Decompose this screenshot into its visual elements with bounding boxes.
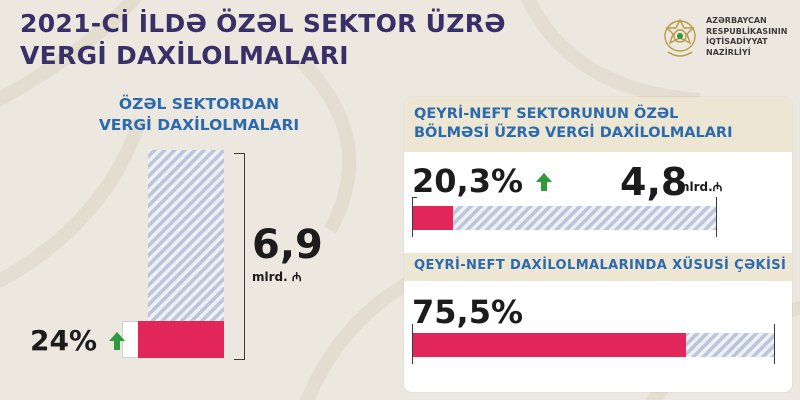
- right-section1-header: QEYRİ-NEFT SEKTORUNUN ÖZƏL BÖLMƏSİ ÜZRƏ …: [404, 97, 792, 152]
- section1-value: 4,8: [620, 160, 688, 204]
- left-panel-heading: ÖZƏL SEKTORDAN VERGİ DAXİLOLMALARI: [86, 94, 312, 136]
- total-tax-bar: [148, 150, 224, 321]
- section1-bar-bracket: [412, 197, 717, 237]
- up-arrow-icon: [108, 332, 125, 352]
- right-section2-header: QEYRİ-NEFT DAXİLOLMALARINDA XÜSUSİ ÇƏKİS…: [404, 253, 792, 281]
- title-line-1: 2021-Cİ İLDƏ ÖZƏL SEKTOR ÜZRƏ: [20, 9, 506, 38]
- section1-heading-line-2: BÖLMƏSİ ÜZRƏ VERGİ DAXİLOLMALARI: [414, 125, 733, 141]
- section1-bar: [412, 206, 717, 230]
- title-line-2: VERGİ DAXİLOLMALARI: [20, 41, 349, 70]
- left-growth: 24%: [30, 324, 125, 358]
- left-growth-value: 24%: [30, 324, 98, 357]
- section1-growth-value: 20,3%: [412, 162, 524, 200]
- total-unit: mlrd. ₼: [252, 270, 302, 284]
- left-heading-line-1: ÖZƏL SEKTORDAN: [118, 95, 280, 113]
- left-heading-line-2: VERGİ DAXİLOLMALARI: [98, 116, 300, 134]
- emblem-icon: [664, 18, 696, 57]
- section2-bar-fill: [412, 333, 686, 357]
- page-title: 2021-Cİ İLDƏ ÖZƏL SEKTOR ÜZRƏ VERGİ DAXİ…: [20, 8, 506, 72]
- section2-bar-bracket: [412, 324, 775, 364]
- section1-unit: mlrd.₼: [677, 180, 723, 194]
- total-bracket: [234, 153, 245, 360]
- section1-growth: 20,3%: [412, 162, 553, 200]
- growth-bar-fill: [138, 321, 224, 358]
- ministry-logo: AZƏRBAYCAN RESPUBLİKASININ İQTİSADİYYAT …: [660, 16, 800, 66]
- section1-heading-line-1: QEYRİ-NEFT SEKTORUNUN ÖZƏL: [414, 106, 679, 122]
- section1-bar-fill: [412, 206, 453, 230]
- total-value: 6,9: [252, 222, 323, 268]
- section2-share: 75,5%: [412, 293, 524, 331]
- section2-heading: QEYRİ-NEFT DAXİLOLMALARINDA XÜSUSİ ÇƏKİS…: [414, 258, 787, 273]
- up-arrow-icon: [536, 173, 553, 193]
- ministry-name: AZƏRBAYCAN RESPUBLİKASININ İQTİSADİYYAT …: [706, 16, 788, 57]
